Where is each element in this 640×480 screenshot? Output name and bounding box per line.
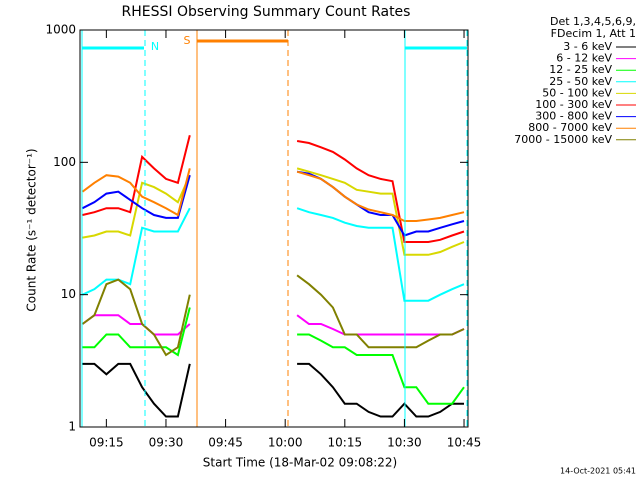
series-line [82,207,465,302]
y-tick-label: 100 [53,155,76,169]
series-line [82,135,465,243]
series-line [81,274,465,357]
x-axis-label: Start Time (18-Mar-02 09:08:22) [203,456,397,470]
y-tick-label: 1 [68,420,76,434]
series-line [82,362,464,418]
x-tick-label: 09:45 [208,436,243,450]
legend-label: 3 - 6 keV [563,40,612,53]
y-tick-label: 1000 [45,23,76,37]
x-tick-label: 09:30 [149,436,184,450]
x-tick-label: 10:45 [447,436,482,450]
legend-label: 25 - 50 keV [549,75,612,88]
legend-label: 300 - 800 keV [535,110,612,123]
chart-title: RHESSI Observing Summary Count Rates [122,4,411,20]
legend-label: 100 - 300 keV [535,98,612,111]
legend-title: Det 1,3,4,5,6,9, [550,15,636,28]
legend-label: 50 - 100 keV [542,86,612,99]
legend-label: 6 - 12 keV [556,52,612,65]
y-tick-label: 10 [61,287,76,301]
series-line [81,168,465,222]
x-tick-label: 10:00 [268,436,303,450]
legend-title: FDecim 1, Att 1 [551,27,636,40]
x-tick-label: 10:15 [328,436,363,450]
series-line [81,314,465,336]
series-line [82,167,465,256]
x-tick-label: 10:30 [387,436,422,450]
y-axis-label: Count Rate (s⁻¹ detector⁻¹) [25,148,39,311]
saa-flag: S [184,34,191,47]
plot-frame [79,29,469,428]
legend-label: 800 - 7000 keV [528,121,612,134]
legend-label: 12 - 25 keV [549,63,612,76]
x-tick-label: 09:15 [89,436,124,450]
legend-label: 7000 - 15000 keV [514,133,612,146]
footer: 14-Oct-2021 05:41 [560,467,636,476]
night-flag: N [151,40,159,53]
